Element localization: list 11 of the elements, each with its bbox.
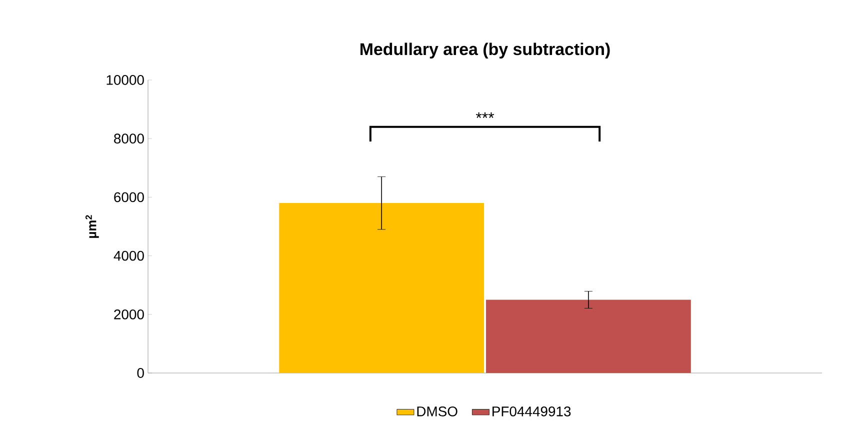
y-tick-label: 10000 [106,75,144,85]
annotation: *** [476,112,494,118]
chart-title: Medullary area (by subtraction) [360,42,610,58]
y-tick-label: 8000 [114,134,144,144]
y-tick-label: 4000 [114,250,144,261]
y-tick-label: 6000 [114,192,144,202]
y-tick-label: 2000 [114,309,144,320]
y-tick-label: 0 [137,368,144,378]
y-axis-title: µm$^{2}$ [85,215,99,238]
legend-label: DMSO [417,406,458,416]
legend-label: PF04449913 [492,406,571,416]
